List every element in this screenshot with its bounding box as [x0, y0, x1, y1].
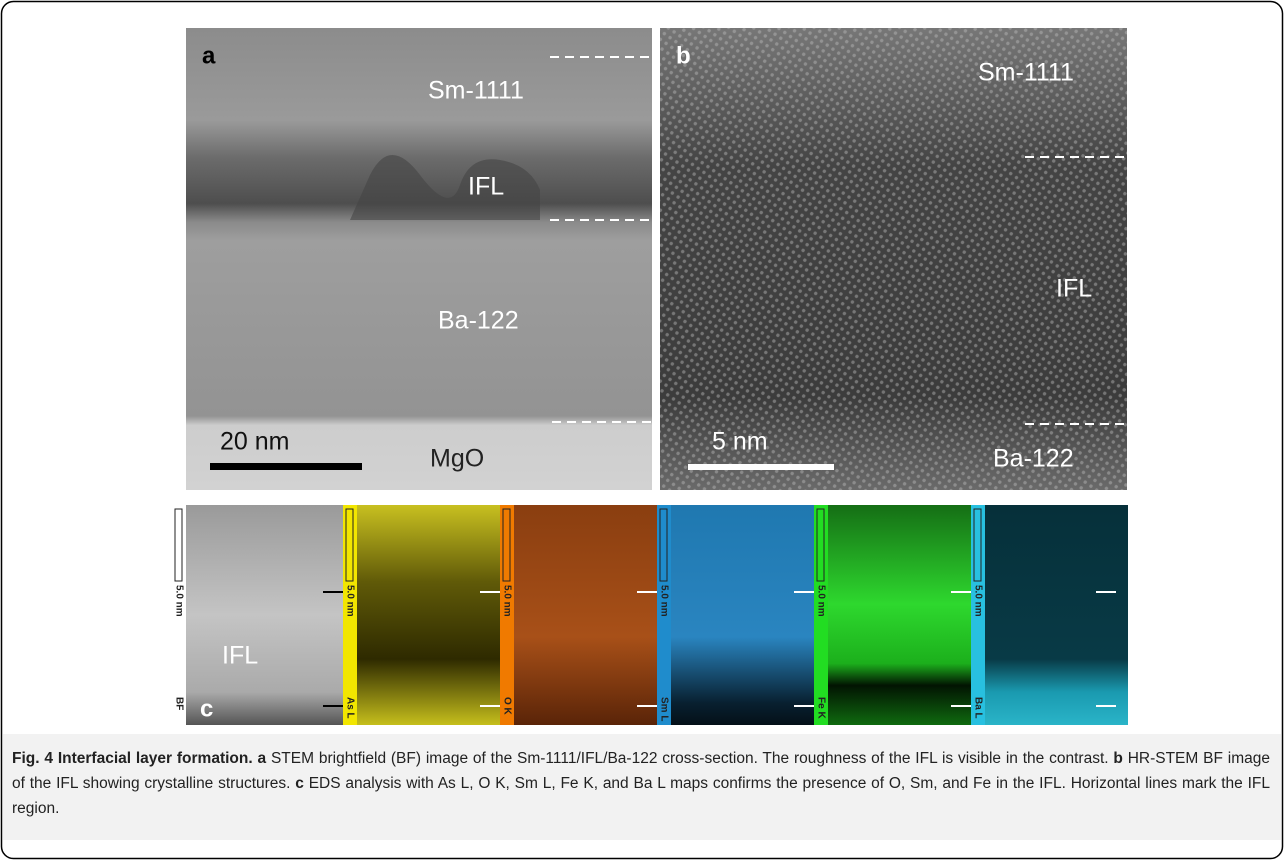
- panel-label: c: [200, 695, 213, 722]
- figure: a Sm-1111 IFL Ba-122 MgO 20 nm b Sm-1111…: [0, 0, 1284, 860]
- scale-label: 5.0 nm: [173, 585, 184, 617]
- caption-label: c: [295, 775, 304, 792]
- channel-label: BF: [173, 697, 184, 710]
- layer-label: MgO: [430, 445, 484, 473]
- scale-label: 5.0 nm: [815, 585, 826, 617]
- layer-label: Ba-122: [438, 307, 519, 335]
- layer-label: IFL: [222, 642, 258, 670]
- lattice: [660, 28, 1127, 490]
- caption-label: a: [258, 750, 267, 767]
- layer-label: Sm-1111: [428, 77, 524, 105]
- layer-label: IFL: [468, 173, 504, 201]
- scale-label: 5.0 nm: [658, 585, 669, 617]
- panel-label: b: [676, 42, 691, 69]
- caption-text: STEM brightfield (BF) image of the Sm-11…: [271, 750, 1109, 767]
- map-image: [186, 505, 343, 725]
- eds-maps: 5.0 nm BF 5.0 nm As L 5.0 nm O K 5.0 nm Sm L 5.0…: [172, 505, 1128, 725]
- caption: Fig. 4 Interfacial layer formation. a ST…: [12, 746, 1270, 821]
- map-image: [500, 505, 657, 725]
- scale-bar-label: 20 nm: [220, 428, 289, 456]
- scale-bar: [688, 464, 834, 470]
- channel-label: As L: [344, 697, 355, 719]
- caption-label: b: [1113, 750, 1122, 767]
- layer-label: IFL: [1056, 275, 1092, 303]
- scale-bar: [210, 463, 362, 470]
- map-image: [814, 505, 971, 725]
- scale-label: 5.0 nm: [972, 585, 983, 617]
- layer-label: Sm-1111: [978, 59, 1074, 87]
- scale-label: 5.0 nm: [501, 585, 512, 617]
- channel-label: O K: [501, 697, 512, 716]
- channel-label: Sm L: [658, 697, 669, 721]
- channel-label: Fe K: [815, 697, 826, 719]
- scale-bar-label: 5 nm: [712, 428, 768, 456]
- caption-heading: Fig. 4 Interfacial layer formation.: [12, 750, 253, 767]
- panel-label: a: [202, 42, 216, 69]
- scale-label: 5.0 nm: [344, 585, 355, 617]
- map-image: [657, 505, 814, 725]
- figure-graphics: a Sm-1111 IFL Ba-122 MgO 20 nm b Sm-1111…: [0, 0, 1284, 860]
- stem-image-a: [186, 28, 652, 490]
- channel-label: Ba L: [972, 697, 983, 719]
- map-image: [971, 505, 1128, 725]
- layer-label: Ba-122: [993, 445, 1074, 473]
- map-image: [343, 505, 500, 725]
